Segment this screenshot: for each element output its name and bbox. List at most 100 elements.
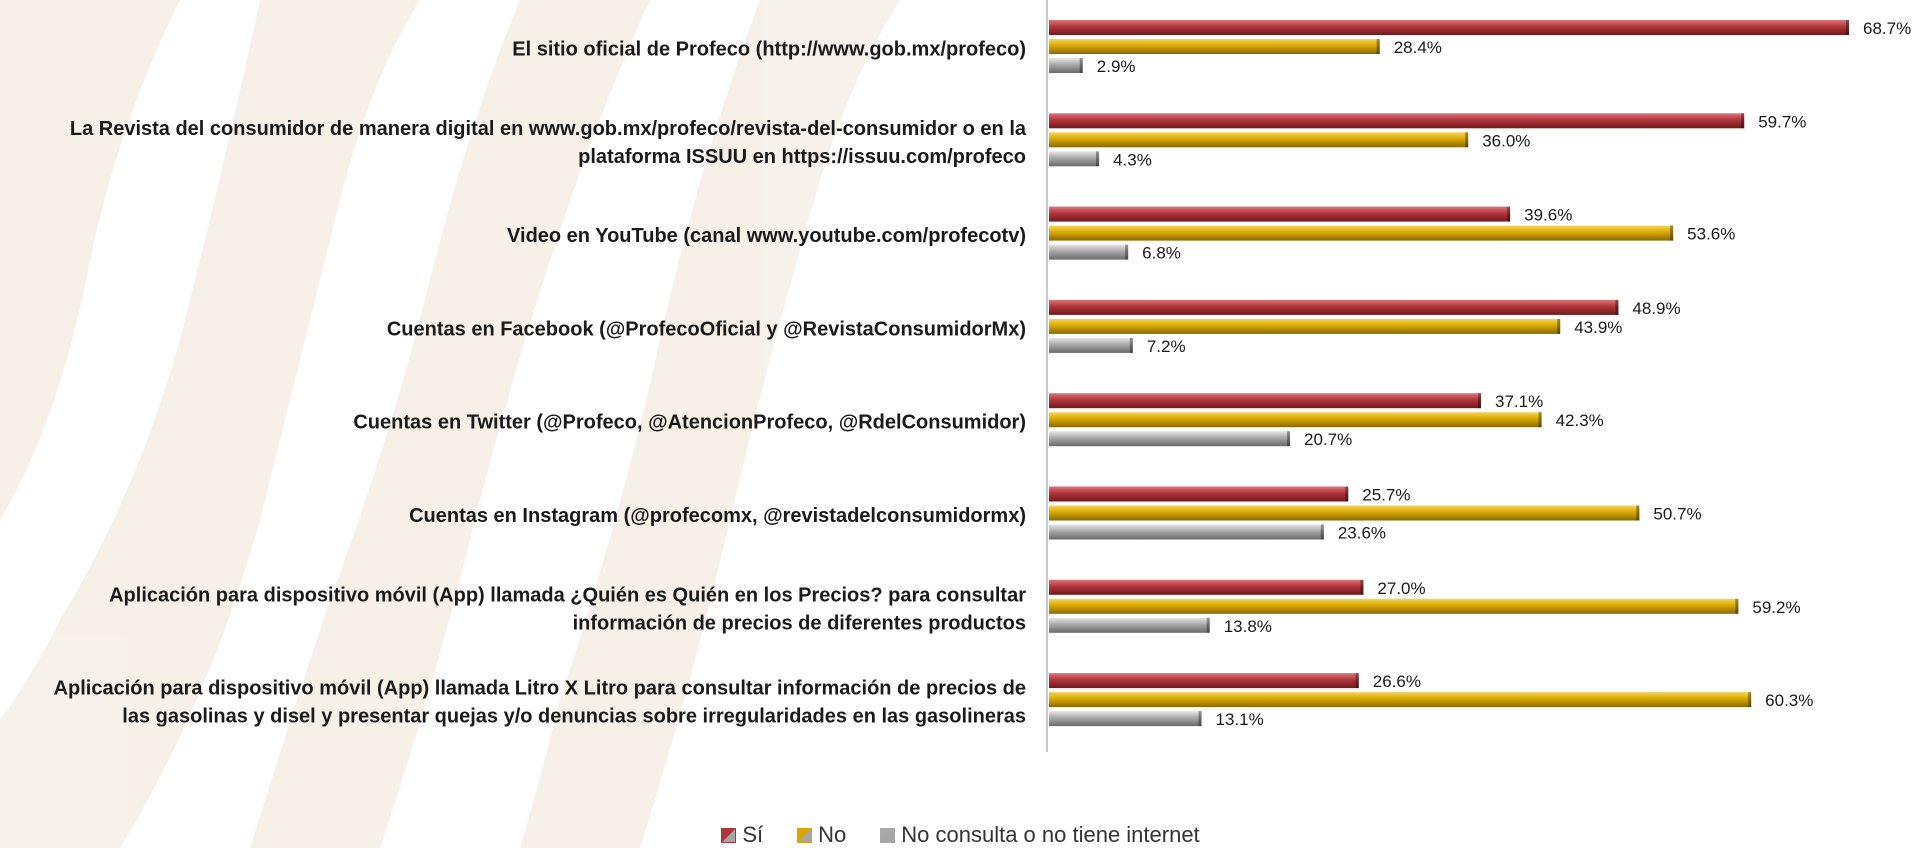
category-label-line: plataforma ISSUU en https://issuu.com/pr… — [578, 146, 1026, 168]
category-label-line: Video en YouTube (canal www.youtube.com/… — [507, 225, 1026, 247]
category-label: Video en YouTube (canal www.youtube.com/… — [507, 225, 1026, 247]
bar-2 — [1049, 244, 1129, 260]
bar-end-cap — [1478, 393, 1482, 409]
category-label-line: Cuentas en Twitter (@Profeco, @AtencionP… — [353, 412, 1026, 434]
value-label: 27.0% — [1377, 579, 1425, 598]
category-label-line: Aplicación para dispositivo móvil (App) … — [109, 584, 1026, 606]
value-label: 37.1% — [1495, 392, 1543, 411]
legend-label: No consulta o no tiene internet — [901, 822, 1200, 847]
background-watermark — [0, 0, 900, 848]
category-label: El sitio oficial de Profeco (http://www.… — [512, 39, 1026, 61]
bar-end-cap — [1198, 711, 1202, 727]
bar-2 — [1049, 337, 1133, 353]
bar-0 — [1049, 20, 1849, 35]
category-label: La Revista del consumidor de manera digi… — [70, 118, 1027, 168]
value-label: 6.8% — [1142, 244, 1181, 263]
bar-1 — [1049, 39, 1380, 54]
bar-end-cap — [1748, 692, 1752, 708]
value-label: 59.2% — [1752, 598, 1800, 617]
legend-item: Sí — [721, 822, 763, 848]
bar-1 — [1049, 505, 1640, 521]
category-label-line: La Revista del consumidor de manera digi… — [70, 118, 1027, 140]
legend-item: No consulta o no tiene internet — [880, 822, 1200, 848]
bar-end-cap — [1507, 206, 1511, 222]
value-label: 13.1% — [1216, 710, 1264, 729]
category-label: Cuentas en Twitter (@Profeco, @AtencionP… — [353, 412, 1026, 434]
legend-item: No — [797, 822, 846, 848]
bar-end-cap — [1846, 20, 1849, 35]
value-label: 68.7% — [1863, 19, 1911, 38]
bar-1 — [1049, 132, 1469, 148]
bar-end-cap — [1129, 337, 1133, 353]
bar-0 — [1049, 579, 1364, 595]
category-label: Aplicación para dispositivo móvil (App) … — [109, 584, 1026, 634]
bar-end-cap — [1206, 617, 1210, 633]
value-label: 26.6% — [1373, 672, 1421, 691]
bar-0 — [1049, 673, 1359, 689]
value-label: 39.6% — [1524, 206, 1572, 225]
bar-end-cap — [1355, 673, 1359, 689]
bar-2 — [1049, 524, 1324, 540]
category-label-line: Cuentas en Instagram (@profecomx, @revis… — [409, 505, 1026, 527]
bar-2 — [1049, 617, 1210, 633]
bar-0 — [1049, 206, 1511, 222]
bar-1 — [1049, 412, 1542, 428]
category-label-line: Aplicación para dispositivo móvil (App) … — [54, 678, 1026, 700]
bar-end-cap — [1125, 244, 1129, 260]
legend-label: No — [818, 822, 847, 847]
bar-end-cap — [1079, 58, 1083, 73]
value-label: 28.4% — [1394, 38, 1442, 57]
value-label: 43.9% — [1574, 318, 1622, 337]
bar-0 — [1049, 299, 1619, 315]
bar-end-cap — [1287, 431, 1291, 447]
bar-end-cap — [1360, 579, 1364, 595]
value-label: 23.6% — [1338, 524, 1386, 543]
bar-2 — [1049, 431, 1291, 447]
bar-end-cap — [1741, 113, 1745, 129]
value-label: 2.9% — [1097, 57, 1136, 76]
bar-end-cap — [1320, 524, 1324, 540]
value-label: 42.3% — [1556, 411, 1604, 430]
bar-2 — [1049, 58, 1083, 73]
bar-end-cap — [1538, 412, 1542, 428]
bar-end-cap — [1376, 39, 1380, 54]
bar-end-cap — [1670, 225, 1674, 241]
value-label: 4.3% — [1113, 150, 1152, 169]
legend: Sí No No consulta o no tiene internet — [0, 822, 1921, 848]
bar-1 — [1049, 598, 1739, 614]
bar-1 — [1049, 692, 1752, 708]
category-label: Aplicación para dispositivo móvil (App) … — [54, 678, 1026, 728]
value-label: 13.8% — [1224, 617, 1272, 636]
bar-2 — [1049, 151, 1100, 167]
category-label-line: Cuentas en Facebook (@ProfecoOficial y @… — [387, 318, 1026, 340]
bar-2 — [1049, 711, 1202, 727]
bar-end-cap — [1615, 299, 1619, 315]
bar-end-cap — [1557, 318, 1561, 334]
bar-1 — [1049, 225, 1674, 241]
category-label-line: información de precios de diferentes pro… — [573, 612, 1026, 634]
value-label: 50.7% — [1653, 505, 1701, 524]
legend-label: Sí — [742, 822, 764, 847]
bar-0 — [1049, 393, 1482, 409]
bar-0 — [1049, 113, 1745, 129]
bar-end-cap — [1465, 132, 1469, 148]
legend-swatch — [721, 827, 737, 843]
category-label-line: las gasolinas y disel y presentar quejas… — [122, 706, 1026, 728]
category-label-line: El sitio oficial de Profeco (http://www.… — [512, 39, 1026, 61]
value-label: 7.2% — [1147, 337, 1186, 356]
bar-0 — [1049, 486, 1349, 502]
category-label: Cuentas en Instagram (@profecomx, @revis… — [409, 505, 1026, 527]
value-label: 59.7% — [1758, 112, 1806, 131]
bar-end-cap — [1345, 486, 1349, 502]
legend-swatch — [797, 827, 813, 843]
value-label: 48.9% — [1632, 299, 1680, 318]
value-label: 25.7% — [1362, 486, 1410, 505]
value-label: 20.7% — [1304, 430, 1352, 449]
value-label: 53.6% — [1687, 225, 1735, 244]
bar-end-cap — [1735, 598, 1739, 614]
bar-end-cap — [1636, 505, 1640, 521]
legend-swatch — [880, 827, 896, 843]
bar-1 — [1049, 318, 1561, 334]
bar-end-cap — [1096, 151, 1100, 167]
